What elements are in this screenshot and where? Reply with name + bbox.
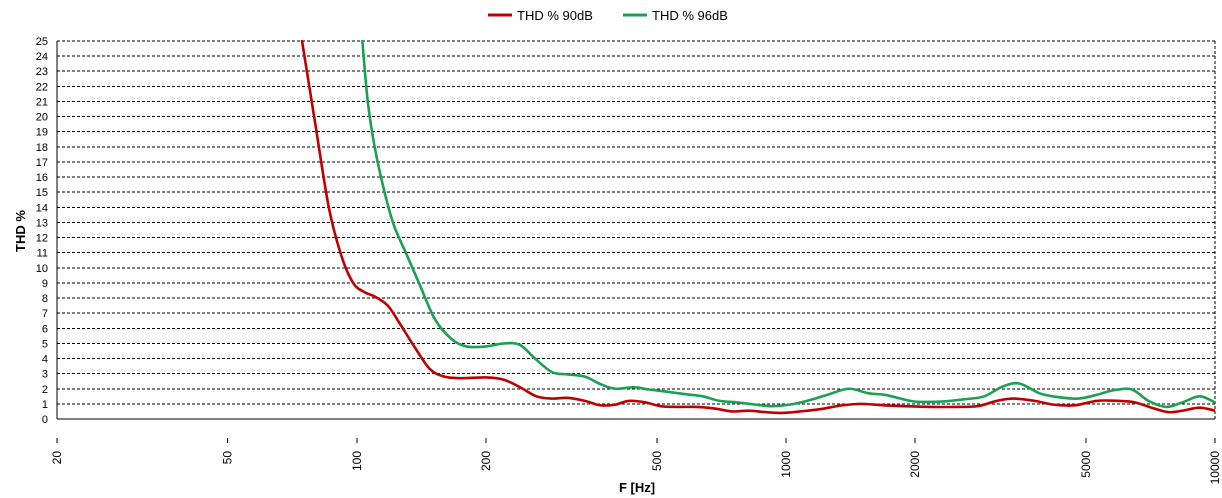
- y-tick-label-21: 21: [36, 96, 48, 108]
- legend-label-series-1: THD % 90dB: [517, 8, 593, 23]
- series-line-2: [361, 40, 1215, 409]
- y-tick-label-10: 10: [36, 263, 48, 275]
- y-tick-label-5: 5: [42, 338, 48, 350]
- x-tick-labels: 20 50 100 200 500 1000 2000 5000 10000: [50, 451, 1222, 485]
- x-tick-label-500: 500: [650, 451, 664, 471]
- x-tick-label-50: 50: [221, 451, 235, 465]
- y-tick-label-25: 25: [36, 36, 48, 48]
- legend: THD % 90dB THD % 96dB: [488, 8, 728, 23]
- y-tick-label-23: 23: [36, 66, 48, 78]
- y-tick-label-7: 7: [42, 308, 48, 320]
- series-lines: [300, 40, 1215, 415]
- x-tick-label-100: 100: [350, 451, 364, 471]
- y-tick-label-3: 3: [42, 369, 48, 381]
- legend-label-series-2: THD % 96dB: [652, 8, 728, 23]
- y-tick-label-17: 17: [36, 157, 48, 169]
- x-tick-label-200: 200: [479, 451, 493, 471]
- y-tick-label-19: 19: [36, 127, 48, 139]
- axes: [56, 41, 1216, 443]
- series-line-1: [300, 40, 1215, 415]
- x-tick-label-1000: 1000: [779, 451, 793, 478]
- y-tick-label-14: 14: [36, 202, 48, 214]
- x-tick-label-2000: 2000: [908, 451, 922, 478]
- y-tick-label-13: 13: [36, 217, 48, 229]
- y-tick-label-11: 11: [37, 248, 48, 260]
- y-tick-label-20: 20: [36, 112, 48, 124]
- x-tick-label-20: 20: [50, 451, 64, 465]
- y-tick-label-2: 2: [42, 384, 48, 396]
- y-tick-label-0: 0: [42, 414, 48, 426]
- y-tick-label-4: 4: [42, 354, 48, 366]
- y-tick-label-12: 12: [36, 233, 48, 245]
- y-tick-label-6: 6: [42, 323, 48, 335]
- y-tick-label-24: 24: [36, 51, 48, 63]
- gridlines: [57, 40, 1215, 405]
- y-tick-label-8: 8: [42, 293, 48, 305]
- x-axis-title: F [Hz]: [619, 480, 655, 495]
- y-tick-label-9: 9: [42, 278, 48, 290]
- y-tick-label-1: 1: [42, 399, 48, 411]
- x-tick-label-5000: 5000: [1079, 451, 1093, 478]
- y-tick-labels: 0123456789101112131415161718192021222324…: [36, 36, 48, 426]
- y-axis-title: THD %: [13, 210, 28, 252]
- x-tick-label-10000: 10000: [1208, 451, 1222, 485]
- y-tick-label-15: 15: [36, 187, 48, 199]
- y-tick-label-18: 18: [36, 142, 48, 154]
- y-tick-label-22: 22: [36, 81, 48, 93]
- y-tick-label-16: 16: [36, 172, 48, 184]
